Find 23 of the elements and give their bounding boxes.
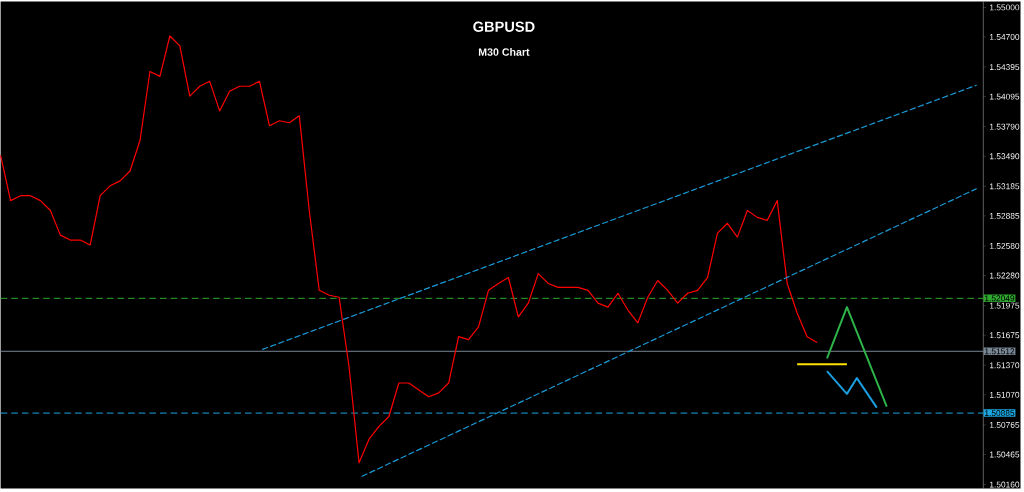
y-tick-label: 1.54095 (989, 93, 1020, 100)
ref-line-label: 1.50885 (985, 410, 1015, 417)
line-series (826, 370, 878, 409)
y-tick-label: 1.53490 (989, 153, 1020, 160)
y-tick-label: 1.50160 (989, 481, 1020, 488)
y-tick-label: 1.51975 (989, 302, 1020, 309)
text: GBPUSD (473, 21, 535, 32)
y-tick-label: 1.51675 (989, 332, 1020, 339)
text: M30 Chart (478, 48, 530, 56)
y-tick-label: 1.52580 (989, 243, 1020, 249)
y-tick-label: 1.55000 (989, 4, 1020, 11)
y-tick-label: 1.52280 (989, 272, 1020, 279)
y-tick-label: 1.51070 (989, 391, 1020, 398)
y-tick-label: 1.50765 (989, 421, 1020, 428)
y-tick-label: 1.53185 (989, 183, 1020, 190)
y-tick-label: 1.51370 (989, 362, 1020, 369)
y-tick-label: 1.52885 (989, 212, 1020, 219)
y-tick-label: 1.53790 (989, 123, 1020, 130)
y-tick-label: 1.54700 (989, 34, 1020, 40)
ref-line-label: 1.51512 (985, 348, 1015, 355)
y-tick-label: 1.54395 (989, 64, 1020, 71)
ref-line-label: 1.52049 (985, 295, 1015, 302)
y-tick-label: 1.50465 (989, 451, 1020, 458)
